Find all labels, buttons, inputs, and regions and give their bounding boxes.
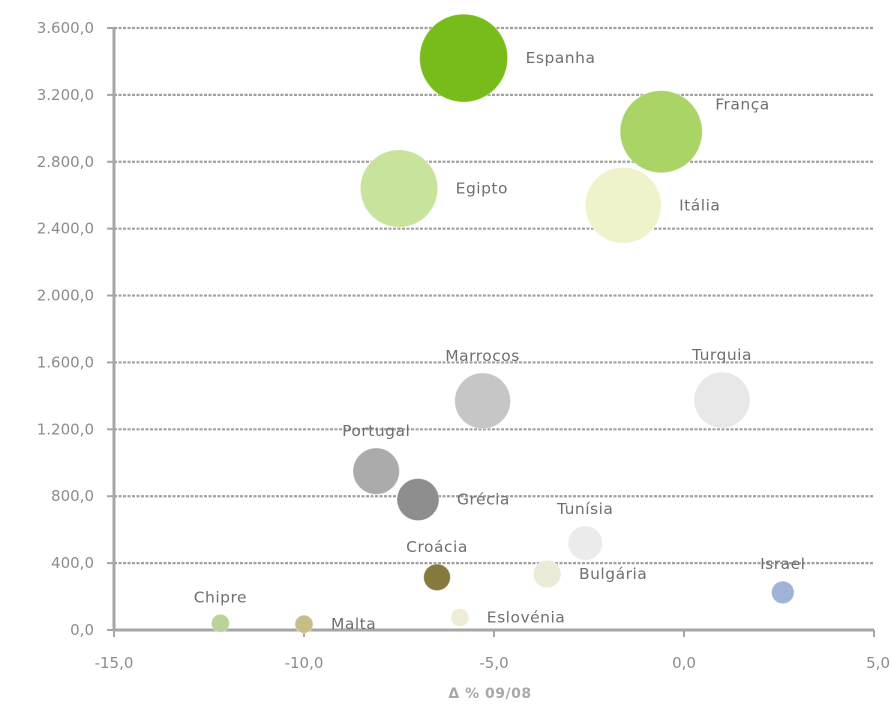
bubble-tunísia	[567, 525, 603, 561]
bubble-frança	[619, 90, 703, 174]
bubble-chipre	[210, 613, 230, 633]
y-tick-label: 1.600,0	[37, 353, 94, 371]
bubble-label-israel: Israel	[760, 555, 805, 573]
bubble-label-chipre: Chipre	[194, 588, 247, 606]
gridlines	[114, 26, 874, 565]
axes	[107, 27, 875, 637]
bubble-egipto	[359, 149, 439, 228]
bubble-croácia	[423, 563, 451, 592]
x-axis-title: Δ % 09/08	[448, 686, 531, 702]
x-tick-label: -15,0	[95, 654, 134, 672]
bubble-marrocos	[454, 372, 511, 430]
bubble-label-grécia: Grécia	[457, 491, 510, 509]
tick-labels: 0,0 400,0 800,0 1.200,0 1.600,0 2.000,0 2.400,…	[37, 19, 890, 672]
y-tick-label: 0,0	[70, 621, 94, 639]
bubble-label-bulgária: Bulgária	[579, 565, 647, 583]
bubble-malta	[294, 614, 314, 634]
x-tick-label: 5,0	[866, 654, 890, 672]
x-tick-label: -5,0	[479, 654, 508, 672]
bubble-israel	[771, 580, 795, 605]
bubble-label-itália: Itália	[679, 196, 720, 214]
bubble-portugal	[352, 447, 400, 495]
bubble-label-frança: França	[715, 96, 770, 114]
bubble-espanha	[419, 13, 509, 103]
bubbles	[210, 13, 795, 634]
bubble-label-malta: Malta	[331, 615, 376, 633]
y-tick-label: 2.400,0	[37, 220, 94, 238]
bubble-label-croácia: Croácia	[406, 538, 468, 556]
bubble-turquia	[693, 371, 751, 429]
y-tick-label: 2.000,0	[37, 287, 94, 305]
y-tick-label: 1.200,0	[37, 420, 94, 438]
y-tick-label: 2.800,0	[37, 153, 94, 171]
bubble-bulgária	[532, 559, 562, 589]
bubble-label-egipto: Egipto	[456, 180, 508, 198]
y-tick-label: 3.600,0	[37, 19, 94, 37]
y-tick-label: 800,0	[51, 487, 94, 505]
bubble-eslovénia	[450, 607, 470, 627]
bubble-label-eslovénia: Eslovénia	[487, 608, 566, 626]
y-tick-label: 400,0	[51, 554, 94, 572]
bubble-itália	[584, 166, 662, 244]
bubble-labels: Espanha França Egipto Itália Marrocos Turquia…	[194, 49, 805, 633]
bubble-label-tunísia: Tunísia	[556, 500, 613, 518]
bubble-label-espanha: Espanha	[526, 49, 596, 67]
x-tick-label: -10,0	[285, 654, 324, 672]
bubble-label-marrocos: Marrocos	[445, 347, 520, 365]
bubble-grécia	[396, 478, 440, 522]
bubble-label-turquia: Turquia	[691, 346, 752, 364]
x-tick-label: 0,0	[672, 654, 696, 672]
bubble-label-portugal: Portugal	[342, 422, 410, 440]
y-tick-label: 3.200,0	[37, 86, 94, 104]
